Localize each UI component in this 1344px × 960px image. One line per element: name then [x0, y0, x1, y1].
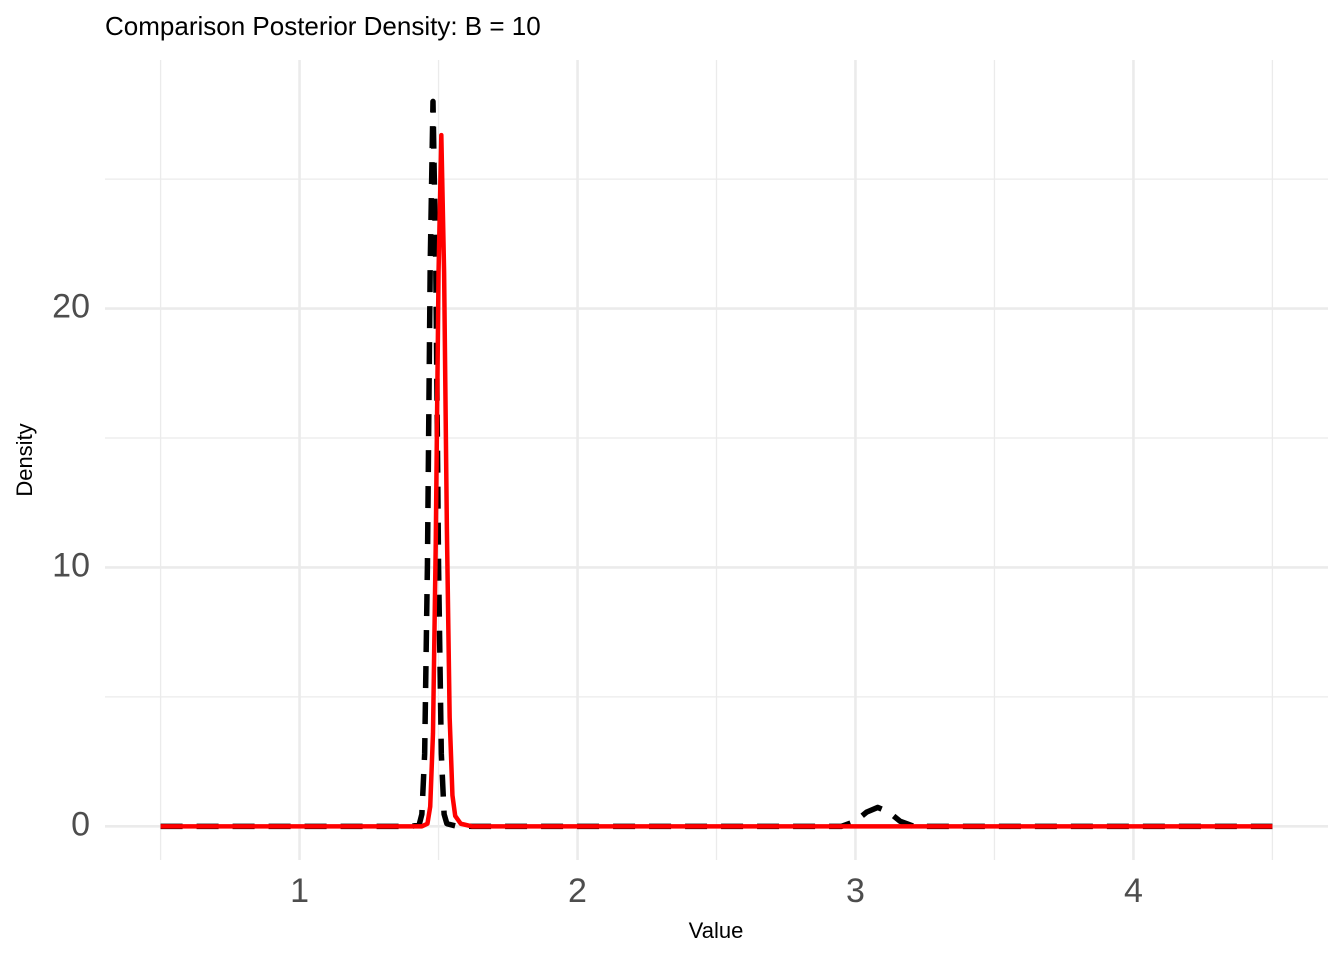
x-axis-title: Value	[689, 918, 744, 943]
y-tick-label: 0	[71, 805, 90, 843]
y-axis-title: Density	[12, 423, 37, 496]
chart-title: Comparison Posterior Density: B = 10	[105, 11, 541, 41]
y-tick-label: 20	[52, 288, 90, 326]
density-line	[160, 98, 1273, 830]
x-tick-label: 2	[568, 872, 587, 910]
x-tick-label: 3	[846, 872, 865, 910]
x-tick-label: 4	[1124, 872, 1143, 910]
x-tick-label: 1	[290, 872, 309, 910]
density-line	[160, 132, 1273, 829]
y-tick-label: 10	[52, 546, 90, 584]
